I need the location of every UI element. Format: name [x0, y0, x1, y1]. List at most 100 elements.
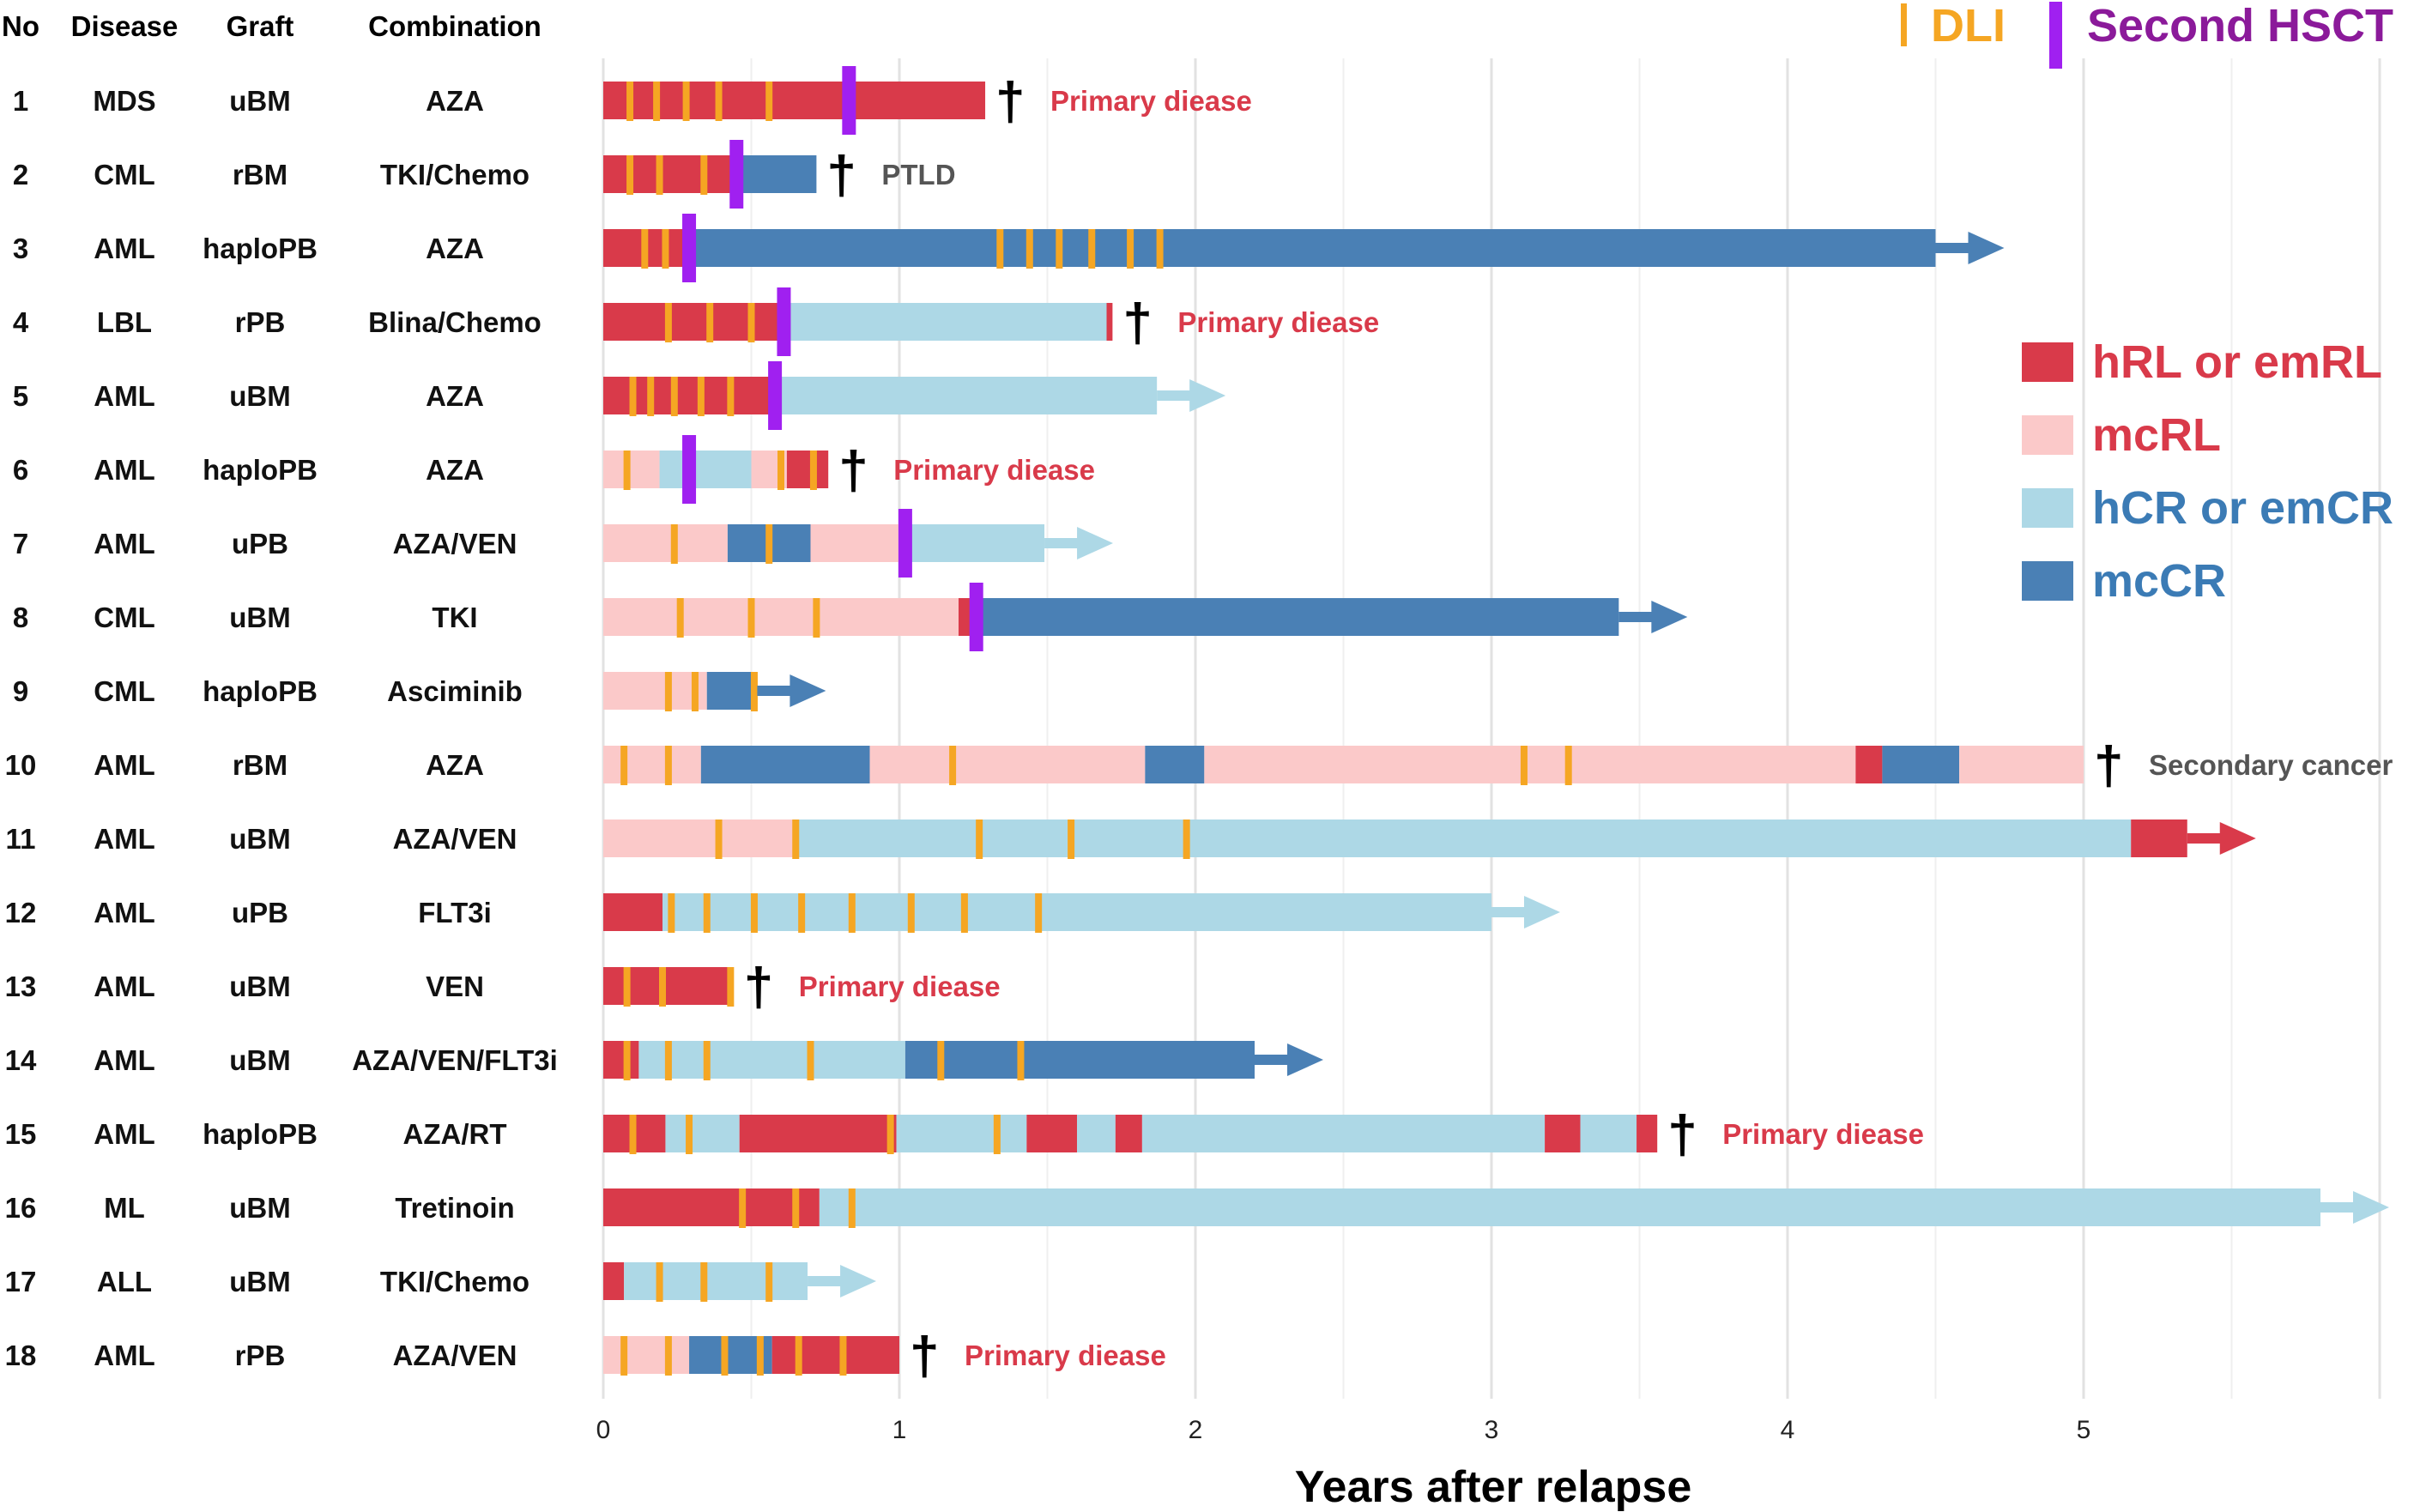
legend-hcr-swatch: [2022, 488, 2073, 528]
bar-segment-mcCR: [1145, 746, 1205, 783]
dli-marker: [664, 746, 672, 785]
dli-marker: [629, 1115, 637, 1154]
cell-combination: FLT3i: [418, 897, 492, 928]
patient-rows: 1 MDS uBM AZA † Primary diease 2 CML rBM TKI/Chem…: [5, 66, 2393, 1386]
cell-no: 10: [5, 749, 37, 781]
header-combination: Combination: [368, 10, 541, 42]
hsct-marker: [777, 287, 791, 356]
cell-disease: AML: [94, 971, 154, 1002]
dli-marker: [686, 1115, 693, 1154]
cell-graft: haploPB: [203, 233, 318, 264]
bar-segment-hRL: [739, 1115, 897, 1152]
legend-mcrl-label: mcRL: [2092, 409, 2221, 461]
cell-disease: AML: [94, 1044, 154, 1076]
bar-segment-hRL: [603, 303, 784, 341]
arrow-head: [1968, 232, 2005, 264]
cell-disease: AML: [94, 528, 154, 559]
dli-marker: [727, 377, 735, 416]
header-no: No: [2, 10, 39, 42]
cell-no: 14: [5, 1044, 37, 1076]
dli-marker: [765, 524, 773, 564]
patient-row: 12 AML uPB FLT3i: [5, 893, 1560, 933]
bar-segment-hRL: [603, 82, 986, 119]
dli-marker: [813, 598, 820, 638]
cell-no: 13: [5, 971, 37, 1002]
arrow-shaft: [808, 1276, 843, 1286]
dli-marker: [792, 820, 800, 859]
dli-marker: [739, 1188, 747, 1228]
dli-marker: [676, 598, 684, 638]
death-marker: †: [2094, 736, 2123, 795]
cell-graft: uBM: [229, 971, 290, 1002]
patient-row: 2 CML rBM TKI/Chemo † PTLD: [13, 140, 956, 209]
bar-segment-hRL: [1637, 1115, 1658, 1152]
outcome-label: Secondary cancer: [2149, 749, 2393, 781]
dli-marker: [839, 1336, 847, 1376]
death-marker: †: [995, 72, 1025, 131]
cell-graft: rBM: [233, 749, 287, 781]
dli-marker: [1156, 229, 1164, 269]
cell-graft: haploPB: [203, 454, 318, 486]
dli-marker: [641, 229, 649, 269]
cell-graft: uBM: [229, 602, 290, 633]
bar-segment-mcRL: [603, 598, 959, 636]
bar-segment-hRL: [603, 377, 776, 414]
dli-marker: [993, 1115, 1001, 1154]
cell-disease: AML: [94, 1340, 154, 1371]
bar-segment-hCR: [624, 1262, 808, 1300]
gridlines: [602, 58, 2381, 1399]
death-marker: †: [1122, 293, 1152, 353]
cell-no: 8: [13, 602, 28, 633]
cell-graft: uBM: [229, 823, 290, 855]
bar-segment-hCR: [662, 893, 1491, 931]
arrow-shaft: [1491, 907, 1526, 917]
cell-no: 16: [5, 1192, 37, 1224]
cell-combination: Asciminib: [387, 675, 523, 707]
dli-marker: [623, 967, 631, 1007]
arrow-shaft: [757, 686, 792, 696]
cell-disease: ML: [104, 1192, 145, 1224]
dli-marker: [715, 82, 723, 121]
cell-no: 11: [6, 823, 36, 855]
patient-row: 15 AML haploPB AZA/RT † Primary diease: [5, 1105, 1924, 1164]
patient-row: 5 AML uBM AZA: [13, 361, 1226, 430]
cell-graft: haploPB: [203, 675, 318, 707]
bar-segment-hRL: [1026, 1115, 1077, 1152]
legend-hsct-swatch: [2049, 2, 2062, 69]
table-headers: No Disease Graft Combination: [2, 10, 541, 42]
cell-no: 15: [5, 1118, 37, 1150]
dli-marker: [623, 1041, 631, 1080]
bar-segment-mcCR: [1882, 746, 1960, 783]
dli-marker: [747, 598, 755, 638]
arrow-shaft: [1935, 243, 1970, 253]
cell-combination: AZA: [426, 749, 484, 781]
cell-graft: rPB: [235, 306, 286, 338]
bar-segment-mcRL: [603, 451, 660, 488]
legend-dli-label: DLI: [1931, 0, 2006, 51]
cell-graft: uBM: [229, 85, 290, 117]
cell-no: 7: [13, 528, 28, 559]
dli-marker: [664, 1041, 672, 1080]
arrow-head: [1287, 1043, 1323, 1076]
death-marker: †: [910, 1327, 939, 1386]
bar-segment-mcCR: [706, 672, 758, 710]
dli-marker: [750, 893, 758, 933]
patient-row: 16 ML uBM Tretinoin: [5, 1188, 2389, 1228]
dli-marker: [700, 155, 708, 195]
x-axis-label: Years after relapse: [1295, 1462, 1692, 1512]
death-marker: †: [838, 441, 868, 500]
dli-marker: [629, 377, 637, 416]
legend-hcr-label: hCR or emCR: [2092, 482, 2393, 534]
patient-row: 14 AML uBM AZA/VEN/FLT3i: [5, 1041, 1323, 1080]
cell-disease: AML: [94, 823, 154, 855]
dli-marker: [1017, 1041, 1025, 1080]
bar-segment-mcCR: [689, 229, 1936, 267]
dli-marker: [691, 672, 699, 711]
dli-marker: [750, 672, 758, 711]
dli-marker: [706, 303, 714, 342]
dli-marker: [937, 1041, 945, 1080]
dli-marker: [626, 82, 634, 121]
x-tick-label: 5: [2077, 1416, 2091, 1444]
dli-marker: [765, 1262, 773, 1302]
cell-disease: LBL: [97, 306, 152, 338]
